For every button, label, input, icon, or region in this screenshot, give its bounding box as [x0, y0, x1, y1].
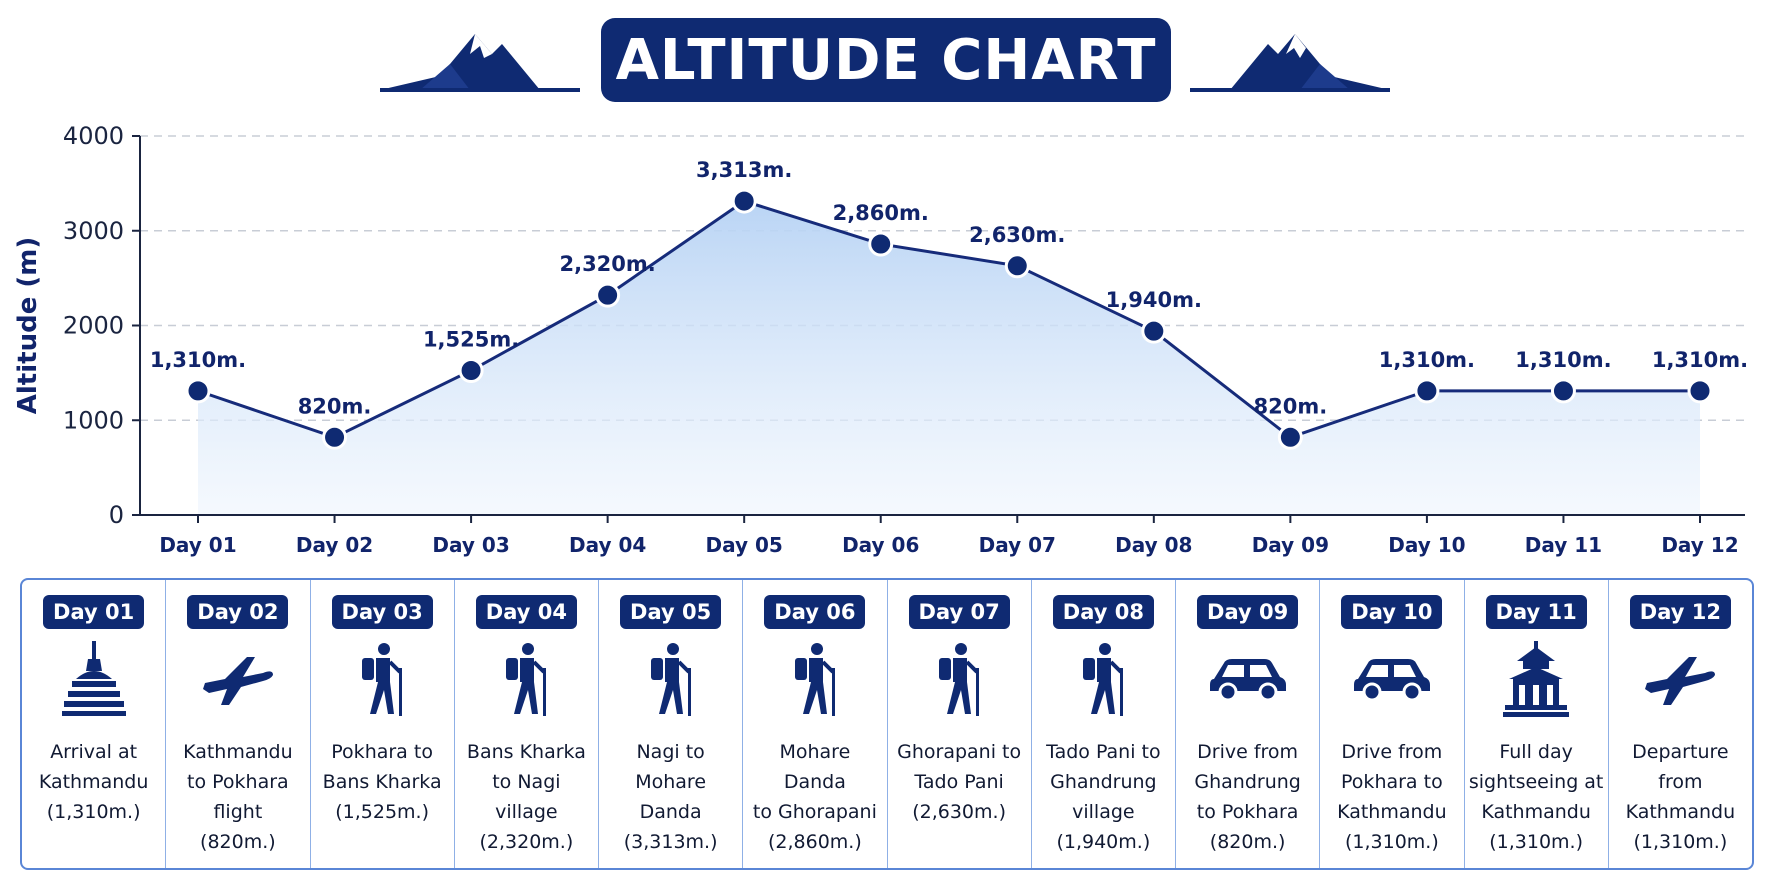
- y-axis-title: Altitude (m): [13, 237, 43, 414]
- altitude-line: [197, 199, 1700, 439]
- hiker-icon: [342, 639, 422, 719]
- stupa-icon: [54, 639, 134, 719]
- day-card: Day 08 Tado Pani to Ghandrung village (1,…: [1032, 580, 1176, 868]
- data-label: 820m.: [1254, 394, 1328, 418]
- data-label: 1,525m.: [423, 328, 519, 352]
- data-label: 1,940m.: [1106, 288, 1202, 312]
- day-badge: Day 12: [1629, 595, 1731, 629]
- day-description: Drive from Ghandrung to Pokhara (820m.): [1194, 741, 1301, 853]
- y-tick-label: 3000: [63, 217, 124, 245]
- day-description: Pokhara to Bans Kharka (1,525m.): [322, 741, 442, 823]
- day-badge: Day 02: [187, 595, 289, 629]
- day-card: Day 12 Departure from Kathmandu (1,310m.): [1609, 580, 1752, 868]
- temple-icon: [1496, 639, 1576, 719]
- x-tick-label: Day 12: [1661, 533, 1738, 557]
- data-point: [1277, 424, 1303, 450]
- x-tick-label: Day 09: [1252, 533, 1329, 557]
- day-card: Day 05 Nagi to Mohare Danda (3,313m.): [599, 580, 744, 868]
- day-description: Drive from Pokhara to Kathmandu (1,310m.…: [1337, 741, 1447, 853]
- day-description: Kathmandu to Pokhara flight (820m.): [183, 741, 293, 853]
- mountain-left-icon: [380, 34, 580, 92]
- data-point: [1414, 378, 1440, 404]
- day-card: Day 10 Drive from Pokhara to Kathmandu (1…: [1320, 580, 1465, 868]
- day-card: Day 02 Kathmandu to Pokhara flight (820m.…: [166, 580, 311, 868]
- data-point: [731, 188, 757, 214]
- day-description: Full day sightseeing at Kathmandu (1,310…: [1468, 741, 1604, 853]
- day-card: Day 11 Full day sightseeing at Kathmandu …: [1465, 580, 1609, 868]
- data-point: [1004, 253, 1030, 279]
- itinerary-panel: Day 01 Arrival at Kathmandu (1,310m.) Day …: [20, 578, 1754, 870]
- airplane-icon: [1640, 639, 1720, 719]
- y-tick-label: 1000: [63, 406, 124, 434]
- day-description: Departure from Kathmandu (1,310m.): [1625, 741, 1736, 853]
- x-tick-label: Day 05: [706, 533, 783, 557]
- x-tick-label: Day 01: [159, 533, 236, 557]
- day-badge: Day 01: [43, 595, 145, 629]
- data-label: 2,320m.: [559, 252, 655, 276]
- altitude-area: [198, 201, 1700, 515]
- x-tick-label: Day 11: [1525, 533, 1602, 557]
- car-icon: [1352, 639, 1432, 719]
- car-icon: [1208, 639, 1288, 719]
- data-point: [185, 378, 211, 404]
- data-label: 1,310m.: [1652, 348, 1748, 372]
- title-banner: ALTITUDE CHART: [601, 18, 1171, 102]
- y-tick-label: 0: [109, 501, 124, 529]
- data-label: 1,310m.: [1379, 348, 1475, 372]
- day-badge: Day 06: [764, 595, 866, 629]
- y-tick-label: 2000: [63, 312, 124, 340]
- data-label: 820m.: [298, 394, 372, 418]
- day-description: Bans Kharka to Nagi village (2,320m.): [466, 741, 586, 853]
- y-tick-label: 4000: [63, 122, 124, 150]
- data-point: [1141, 318, 1167, 344]
- x-tick-label: Day 03: [432, 533, 509, 557]
- day-badge: Day 10: [1341, 595, 1443, 629]
- hiker-icon: [486, 639, 566, 719]
- chart-title: ALTITUDE CHART: [615, 27, 1157, 93]
- x-tick-label: Day 10: [1388, 533, 1465, 557]
- day-badge: Day 11: [1485, 595, 1587, 629]
- mountain-right-icon: [1190, 34, 1390, 92]
- data-label: 2,860m.: [833, 201, 929, 225]
- day-description: Nagi to Mohare Danda (3,313m.): [623, 741, 718, 853]
- data-point: [1550, 378, 1576, 404]
- data-label: 1,310m.: [1515, 348, 1611, 372]
- data-point: [322, 424, 348, 450]
- data-point: [458, 358, 484, 384]
- day-description: Tado Pani to Ghandrung village (1,940m.): [1046, 741, 1161, 853]
- day-description: Arrival at Kathmandu (1,310m.): [38, 741, 149, 823]
- day-badge: Day 07: [908, 595, 1010, 629]
- x-tick-label: Day 06: [842, 533, 919, 557]
- day-description: Mohare Danda to Ghorapani (2,860m.): [752, 741, 877, 853]
- day-card: Day 04 Bans Kharka to Nagi village (2,320…: [455, 580, 599, 868]
- day-badge: Day 03: [331, 595, 433, 629]
- x-tick-label: Day 08: [1115, 533, 1192, 557]
- day-card: Day 03 Pokhara to Bans Kharka (1,525m.): [311, 580, 455, 868]
- hiker-icon: [631, 639, 711, 719]
- hiker-icon: [1063, 639, 1143, 719]
- data-point: [868, 231, 894, 257]
- hiker-icon: [775, 639, 855, 719]
- altitude-chart: 0 1000 2000 3000 4000 Altitude (m) Day 01 Day 0…: [13, 122, 1748, 557]
- x-tick-label: Day 02: [296, 533, 373, 557]
- day-card: Day 07 Ghorapani to Tado Pani (2,630m.): [888, 580, 1032, 868]
- hiker-icon: [919, 639, 999, 719]
- day-badge: Day 04: [475, 595, 577, 629]
- x-tick-label: Day 04: [569, 533, 646, 557]
- day-badge: Day 08: [1052, 595, 1154, 629]
- day-badge: Day 05: [620, 595, 722, 629]
- day-description: Ghorapani to Tado Pani (2,630m.): [897, 741, 1022, 823]
- day-badge: Day 09: [1197, 595, 1299, 629]
- data-label: 2,630m.: [969, 223, 1065, 247]
- day-card: Day 01 Arrival at Kathmandu (1,310m.): [22, 580, 167, 868]
- data-point: [595, 282, 621, 308]
- airplane-icon: [198, 639, 278, 719]
- data-label: 3,313m.: [696, 158, 792, 182]
- day-card: Day 06 Mohare Danda to Ghorapani (2,860m.…: [743, 580, 888, 868]
- data-label: 1,310m.: [150, 348, 246, 372]
- day-card: Day 09 Drive from Ghandrung to Pokhara (8…: [1176, 580, 1321, 868]
- data-point: [1687, 378, 1713, 404]
- x-tick-label: Day 07: [979, 533, 1056, 557]
